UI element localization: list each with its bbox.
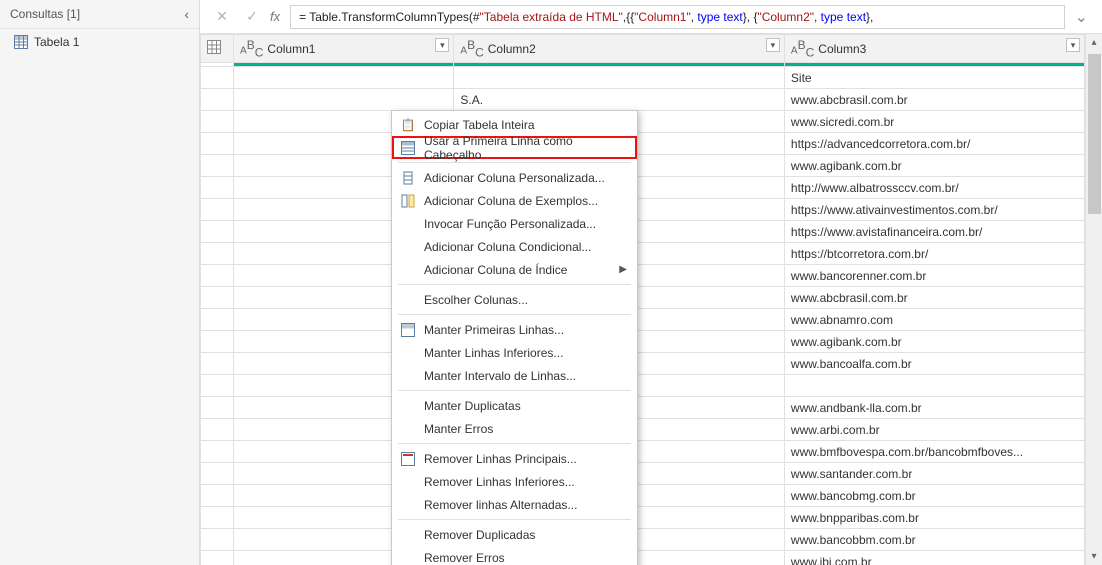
menu-remove-top-rows[interactable]: Remover Linhas Principais... — [392, 447, 637, 470]
formula-cancel-icon[interactable]: ✕ — [210, 8, 234, 25]
column-header-2[interactable]: ABC Column2 ▾ — [454, 35, 785, 63]
scroll-down-icon[interactable]: ▾ — [1086, 548, 1102, 565]
column1-filter-icon[interactable]: ▾ — [435, 38, 449, 52]
table-row[interactable]: o, Financiamento e Investimentohttps://w… — [201, 221, 1085, 243]
custom-column-icon — [400, 170, 416, 186]
column3-filter-icon[interactable]: ▾ — [1066, 38, 1080, 52]
menu-add-index-column[interactable]: Adicionar Coluna de Índice ▶ — [392, 258, 637, 281]
table-row[interactable]: S.A.www.bancoalfa.com.br — [201, 353, 1085, 375]
table-corner-button[interactable] — [201, 35, 234, 63]
vertical-scrollbar[interactable]: ▴ ▾ — [1085, 34, 1102, 565]
queries-sidebar: Consultas [1] ‹ Tabela 1 — [0, 0, 200, 565]
table-row[interactable]: s Brasil S.A.www.bnpparibas.com.br — [201, 507, 1085, 529]
table-row[interactable]: http://www.albatrossccv.com.br/ — [201, 177, 1085, 199]
table-row[interactable]: https://advancedcorretora.com.br/ — [201, 133, 1085, 155]
menu-remove-errors[interactable]: Remover Erros — [392, 546, 637, 565]
menu-add-column-from-examples[interactable]: Adicionar Coluna de Exemplos... — [392, 189, 637, 212]
type-text-icon: ABC — [240, 38, 263, 59]
data-grid: ABC Column1 ▾ ABC Column2 ▾ ABC Column3 … — [200, 34, 1085, 565]
table-row[interactable]: rasil) S.A.www.andbank-lla.com.br — [201, 397, 1085, 419]
table-row[interactable]: M S.A.www.bancobbm.com.br — [201, 529, 1085, 551]
table-row[interactable]: https://btcorretora.com.br/ — [201, 243, 1085, 265]
table-row[interactable]: S.A.www.abcbrasil.com.br — [201, 89, 1085, 111]
app-root: Consultas [1] ‹ Tabela 1 ✕ ✓ fx = Table.… — [0, 0, 1102, 565]
table-row[interactable]: www.agibank.com.br — [201, 331, 1085, 353]
submenu-arrow-icon: ▶ — [619, 264, 627, 275]
menu-add-custom-column[interactable]: Adicionar Coluna Personalizada... — [392, 166, 637, 189]
menu-separator — [398, 162, 631, 163]
menu-separator — [398, 390, 631, 391]
query-item-tabela1[interactable]: Tabela 1 — [0, 29, 199, 55]
scroll-up-icon[interactable]: ▴ — [1086, 34, 1102, 51]
formula-commit-icon[interactable]: ✓ — [240, 8, 264, 25]
column-header-row: ABC Column1 ▾ ABC Column2 ▾ ABC Column3 … — [201, 35, 1085, 63]
table-row[interactable]: www.bmfbovespa.com.br/bancobmfboves... — [201, 441, 1085, 463]
table-row[interactable]: www.ibi.com.br — [201, 551, 1085, 565]
sidebar-header: Consultas [1] ‹ — [0, 0, 199, 29]
main-area: ✕ ✓ fx = Table.TransformColumnTypes(#"Ta… — [200, 0, 1102, 565]
formula-input[interactable]: = Table.TransformColumnTypes(#"Tabela ex… — [290, 5, 1064, 29]
table-row[interactable]: Site — [201, 67, 1085, 89]
grid-wrap: ABC Column1 ▾ ABC Column2 ▾ ABC Column3 … — [200, 34, 1102, 565]
table-row[interactable]: A.www.santander.com.br — [201, 463, 1085, 485]
menu-use-first-row-as-headers[interactable]: Usar a Primeira Linha como Cabeçalho — [392, 136, 637, 159]
menu-remove-alternate-rows[interactable]: Remover linhas Alternadas... — [392, 493, 637, 516]
blank-icon — [400, 550, 416, 565]
menu-choose-columns[interactable]: Escolher Colunas... — [392, 288, 637, 311]
table-row[interactable]: os S.Ahttps://www.ativainvestimentos.com… — [201, 199, 1085, 221]
table-header-icon — [400, 140, 416, 156]
table-row[interactable]: o Sicredi S.A.www.sicredi.com.br — [201, 111, 1085, 133]
blank-icon — [400, 239, 416, 255]
blank-icon — [400, 497, 416, 513]
blank-icon — [400, 262, 416, 278]
formula-expand-icon[interactable]: ⌄ — [1071, 7, 1092, 27]
table-context-menu: 📋 Copiar Tabela Inteira Usar a Primeira … — [391, 110, 638, 565]
table-row[interactable]: www.bancobmg.com.br — [201, 485, 1085, 507]
blank-icon — [400, 368, 416, 384]
table-row[interactable]: A. — [201, 375, 1085, 397]
blank-icon — [400, 345, 416, 361]
table-row[interactable]: S.A.www.bancorenner.com.br — [201, 265, 1085, 287]
menu-keep-bottom-rows[interactable]: Manter Linhas Inferiores... — [392, 341, 637, 364]
blank-icon — [400, 421, 416, 437]
blank-icon — [400, 292, 416, 308]
formula-bar: ✕ ✓ fx = Table.TransformColumnTypes(#"Ta… — [200, 0, 1102, 34]
blank-icon — [400, 474, 416, 490]
collapse-sidebar-icon[interactable]: ‹ — [184, 6, 189, 22]
menu-remove-duplicates[interactable]: Remover Duplicadas — [392, 523, 637, 546]
blank-icon — [400, 216, 416, 232]
menu-separator — [398, 284, 631, 285]
query-item-label: Tabela 1 — [34, 35, 79, 49]
menu-add-conditional-column[interactable]: Adicionar Coluna Condicional... — [392, 235, 637, 258]
blank-icon — [400, 398, 416, 414]
remove-rows-icon — [400, 451, 416, 467]
menu-separator — [398, 314, 631, 315]
menu-keep-top-rows[interactable]: Manter Primeiras Linhas... — [392, 318, 637, 341]
sidebar-title: Consultas [1] — [10, 7, 80, 21]
example-column-icon — [400, 193, 416, 209]
table-row[interactable]: www.arbi.com.br — [201, 419, 1085, 441]
table-row[interactable]: S.A.www.abcbrasil.com.br — [201, 287, 1085, 309]
copy-icon: 📋 — [400, 117, 416, 133]
menu-remove-bottom-rows[interactable]: Remover Linhas Inferiores... — [392, 470, 637, 493]
menu-keep-errors[interactable]: Manter Erros — [392, 417, 637, 440]
menu-invoke-custom-function[interactable]: Invocar Função Personalizada... — [392, 212, 637, 235]
table-icon — [14, 35, 28, 49]
column2-filter-icon[interactable]: ▾ — [766, 38, 780, 52]
table-row[interactable]: www.agibank.com.br — [201, 155, 1085, 177]
column-header-3[interactable]: ABC Column3 ▾ — [784, 35, 1084, 63]
blank-icon — [400, 527, 416, 543]
keep-rows-icon — [400, 322, 416, 338]
fx-icon: fx — [270, 9, 280, 24]
menu-separator — [398, 443, 631, 444]
menu-keep-duplicates[interactable]: Manter Duplicatas — [392, 394, 637, 417]
scrollbar-thumb[interactable] — [1088, 54, 1101, 214]
column-header-1[interactable]: ABC Column1 ▾ — [234, 35, 454, 63]
table-row[interactable]: O S.Awww.abnamro.com — [201, 309, 1085, 331]
menu-keep-range-rows[interactable]: Manter Intervalo de Linhas... — [392, 364, 637, 387]
menu-separator — [398, 519, 631, 520]
type-text-icon: ABC — [460, 38, 483, 59]
type-text-icon: ABC — [791, 38, 814, 59]
